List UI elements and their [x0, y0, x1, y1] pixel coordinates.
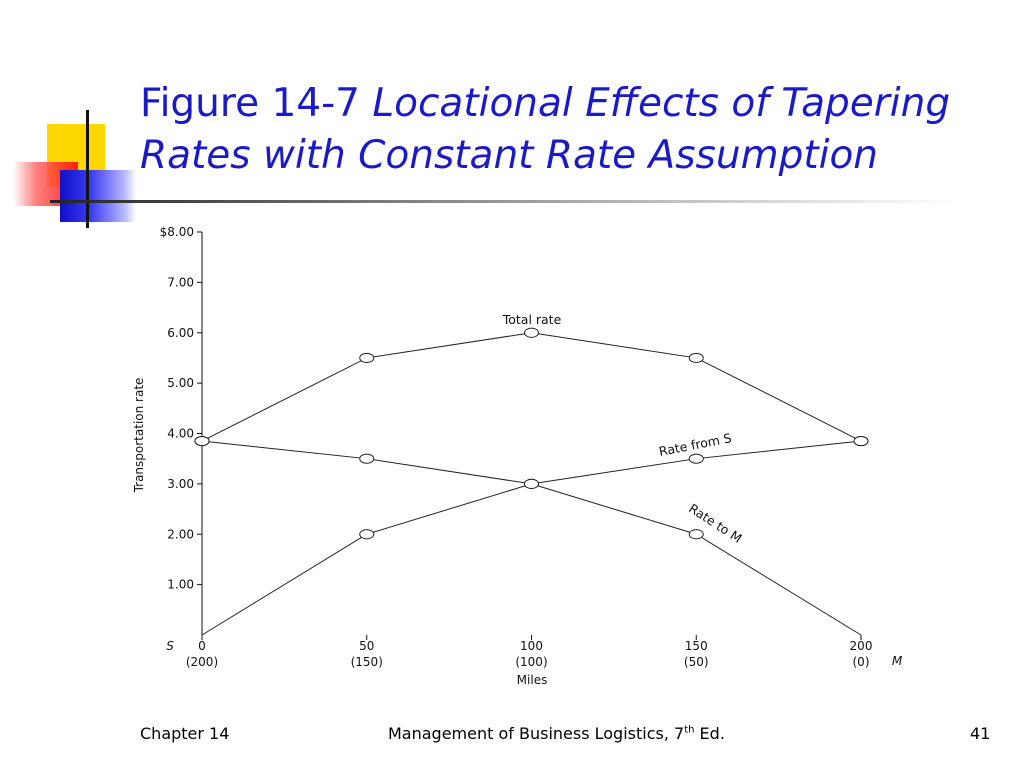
y-tick-label: 2.00 [167, 527, 194, 541]
series-line-1 [201, 440, 862, 636]
series-line-0 [201, 332, 862, 442]
chart-axes: $8.00 7.00 6.00 5.00 4.00 3.00 2.00 1.00 0 (200) 5… [160, 225, 873, 669]
x-secondary-label: (100) [515, 655, 547, 669]
data-point [194, 435, 210, 447]
y-tick-label: $8.00 [160, 225, 194, 239]
data-point [524, 327, 539, 338]
x-secondary-label: (50) [684, 655, 709, 669]
series-label-total-rate: Total rate [502, 312, 562, 327]
figure-caption: Locational Effects of Tapering Rates wit… [140, 81, 951, 178]
data-point [359, 453, 375, 464]
data-point [524, 478, 539, 489]
data-point [359, 352, 375, 364]
series-line-2 [201, 440, 862, 636]
x-tick-label: 200 [850, 639, 873, 653]
decorative-blue-square [60, 170, 136, 222]
footer-page-number: 41 [970, 724, 991, 743]
y-tick-label: 4.00 [167, 427, 194, 441]
footer-book-tail: Ed. [694, 724, 725, 743]
series-points [194, 327, 869, 540]
x-right-marker: M [892, 654, 903, 668]
y-tick-label: 6.00 [167, 326, 194, 340]
y-tick-label: 7.00 [167, 275, 194, 289]
title-underline [50, 200, 960, 203]
x-tick-label: 150 [685, 639, 708, 653]
data-point [688, 453, 704, 464]
x-secondary-label: (200) [186, 655, 218, 669]
data-point [853, 435, 869, 447]
data-point [688, 352, 704, 364]
x-secondary-label: (150) [351, 655, 383, 669]
data-point [359, 529, 375, 540]
footer-book-title: Management of Business Logistics, 7th Ed… [388, 724, 725, 743]
y-tick-label: 3.00 [167, 477, 194, 491]
x-left-marker: S [166, 639, 174, 653]
x-axis-label: Miles [517, 673, 548, 687]
x-tick-label: 0 [198, 639, 206, 653]
y-tick-label: 1.00 [167, 578, 194, 592]
x-tick-label: 100 [520, 639, 543, 653]
data-point [688, 529, 704, 540]
footer-book-sup: th [684, 724, 695, 736]
y-axis-label: Transportation rate [132, 378, 146, 494]
x-tick-label: 50 [359, 639, 374, 653]
footer-book-main: Management of Business Logistics, 7 [388, 724, 685, 743]
slide-title: Figure 14-7 Locational Effects of Taperi… [140, 78, 1010, 182]
figure-number: Figure 14-7 [140, 81, 360, 126]
y-tick-label: 5.00 [167, 376, 194, 390]
footer-chapter: Chapter 14 [140, 724, 230, 743]
decorative-vertical-line [86, 110, 89, 228]
x-secondary-label: (0) [853, 655, 870, 669]
